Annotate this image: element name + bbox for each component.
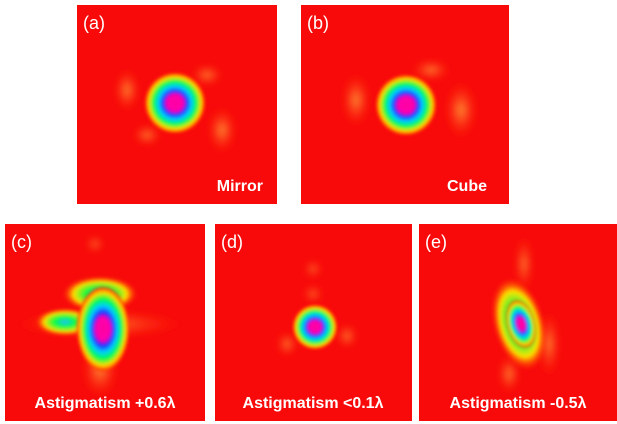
- panel-caption: Astigmatism <0.1λ: [243, 395, 384, 412]
- panel-label: (c): [11, 232, 32, 252]
- page: (a) Mirror (b) Cube (c) Astigmatism +0.6…: [0, 0, 617, 424]
- beam-image: (d) Astigmatism <0.1λ: [215, 224, 412, 421]
- panel-b: (b) Cube: [301, 5, 509, 204]
- panel-caption: Mirror: [217, 178, 263, 195]
- panel-d: (d) Astigmatism <0.1λ: [215, 224, 412, 421]
- beam-image: (a) Mirror: [77, 5, 277, 204]
- panel-label: (e): [425, 232, 447, 252]
- panel-label: (d): [221, 232, 243, 252]
- panel-caption: Astigmatism +0.6λ: [35, 395, 176, 412]
- beam-image: (b) Cube: [301, 5, 509, 204]
- panel-c: (c) Astigmatism +0.6λ: [5, 224, 205, 421]
- panel-label: (b): [307, 13, 329, 33]
- panel-caption: Astigmatism -0.5λ: [450, 395, 587, 412]
- beam-image: (e) Astigmatism -0.5λ: [419, 224, 617, 421]
- panel-label: (a): [83, 13, 105, 33]
- beam-image: (c) Astigmatism +0.6λ: [5, 224, 205, 421]
- panel-a: (a) Mirror: [77, 5, 277, 204]
- panel-e: (e) Astigmatism -0.5λ: [419, 224, 617, 421]
- panel-caption: Cube: [447, 178, 487, 195]
